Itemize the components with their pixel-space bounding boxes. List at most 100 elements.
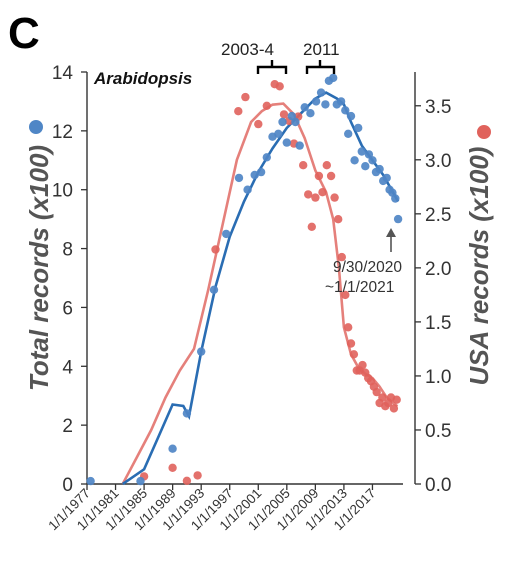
annotation-2003-4: 2003-4 [221, 40, 274, 59]
usa-point [378, 393, 387, 402]
bottom-axis: 1/1/19771/1/19811/1/19851/1/19891/1/1993… [45, 484, 379, 533]
usa-point [275, 82, 284, 91]
total-point [382, 173, 391, 183]
total-point [357, 147, 366, 156]
right-axis: 0.0 0.5 1.0 1.5 2.0 2.5 3.0 3.5 [415, 97, 451, 496]
usa-point [389, 404, 399, 413]
y-tick-label: 10 [52, 181, 73, 202]
total-point [311, 97, 321, 106]
bracket-2003-4 [256, 60, 288, 74]
y2-tick-label: 0.5 [425, 421, 451, 442]
y-axis-title: Total records (x100) [24, 145, 54, 391]
usa-point [326, 171, 336, 181]
y2-tick-label: 2.5 [425, 205, 451, 226]
usa-point [254, 119, 263, 129]
total-point [354, 123, 363, 133]
total-point [278, 117, 287, 127]
usa-point [262, 101, 271, 111]
usa-point [358, 360, 367, 370]
total-point [306, 109, 315, 118]
total-point [344, 129, 353, 138]
panel-letter: C [8, 9, 40, 58]
y2-tick-label: 0.0 [425, 475, 451, 496]
usa-point [307, 222, 316, 231]
usa-point [392, 395, 401, 404]
usa-point [211, 245, 220, 254]
total-point [222, 229, 231, 239]
note-arrowhead [386, 228, 396, 237]
total-point [197, 347, 206, 356]
usa-point [182, 476, 192, 485]
note-line-2: ~1/1/2021 [325, 279, 394, 296]
total-point [168, 444, 177, 453]
usa-point [341, 290, 350, 300]
total-point [368, 156, 377, 165]
total-points [86, 73, 403, 486]
total-point [282, 138, 291, 147]
left-axis: 0 2 4 6 8 10 12 14 [52, 63, 87, 496]
total-point [341, 106, 350, 115]
usa-point [330, 193, 339, 202]
y-tick-label: 8 [62, 240, 73, 261]
total-point [136, 476, 145, 486]
total-point [86, 476, 95, 486]
usa-points [139, 80, 401, 485]
y2-tick-label: 3.5 [425, 97, 451, 118]
total-point [250, 170, 259, 180]
usa-point [372, 387, 381, 397]
total-point [209, 285, 219, 294]
total-point [393, 214, 403, 224]
usa-point [349, 350, 359, 359]
total-point [361, 162, 370, 171]
total-point [391, 194, 400, 203]
total-point [375, 164, 384, 174]
annotation-2011: 2011 [303, 40, 340, 59]
total-point [182, 409, 192, 418]
total-point [291, 117, 300, 127]
y-tick-label: 14 [52, 63, 74, 84]
total-point [243, 185, 252, 194]
usa-point [322, 161, 331, 170]
usa-point [314, 171, 324, 181]
usa-point [346, 339, 356, 348]
total-point [234, 173, 244, 183]
usa-point [234, 107, 243, 116]
y2-tick-label: 1.5 [425, 313, 451, 334]
y-tick-label: 2 [62, 416, 73, 437]
usa-point [334, 215, 343, 224]
usa-point [279, 110, 289, 119]
total-point [346, 111, 356, 121]
usa-point [299, 161, 308, 170]
usa-point [304, 190, 313, 199]
y2-tick-label: 1.0 [425, 367, 451, 388]
legend-dot-usa [477, 125, 491, 139]
usa-point [344, 323, 353, 332]
total-point [256, 167, 266, 177]
usa-point [318, 188, 327, 197]
total-point [300, 103, 309, 112]
y-tick-label: 12 [52, 122, 73, 143]
y-tick-label: 0 [62, 475, 73, 496]
total-point [336, 97, 346, 106]
total-point [295, 141, 304, 150]
usa-point [311, 193, 320, 202]
note-line-1: 9/30/2020 [333, 259, 402, 276]
y2-tick-label: 2.0 [425, 259, 451, 280]
total-point [350, 156, 359, 165]
legend-dot-total [29, 120, 43, 134]
usa-point [193, 471, 202, 480]
total-point [321, 100, 330, 109]
bracket-2011 [305, 60, 336, 74]
y-tick-label: 6 [62, 298, 73, 319]
total-point [274, 129, 283, 138]
total-point [316, 88, 326, 97]
y-tick-label: 4 [62, 357, 73, 378]
y2-axis-title: USA records (x100) [464, 147, 494, 386]
usa-point [168, 463, 177, 472]
total-point [262, 153, 271, 162]
y2-tick-label: 3.0 [425, 151, 451, 172]
chart-subtitle: Arabidopsis [93, 69, 192, 88]
usa-point [337, 252, 346, 262]
usa-point [241, 92, 250, 102]
